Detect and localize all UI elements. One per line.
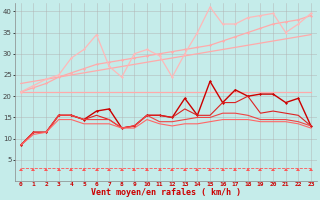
X-axis label: Vent moyen/en rafales ( km/h ): Vent moyen/en rafales ( km/h ) <box>91 188 241 197</box>
